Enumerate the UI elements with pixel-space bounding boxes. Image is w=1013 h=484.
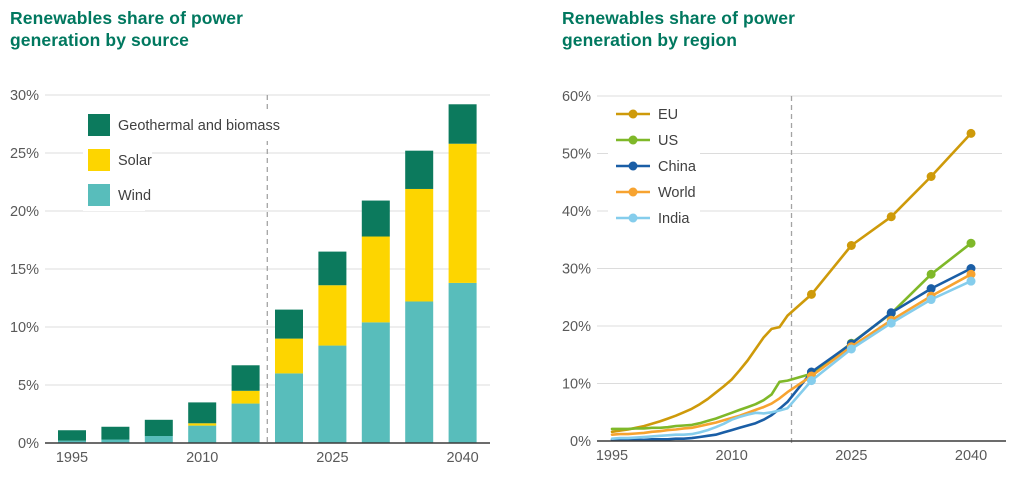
y-tick-label: 20% bbox=[562, 319, 591, 335]
bar-segment-geothermal-and-biomass bbox=[275, 309, 303, 339]
bar-segment-geothermal-and-biomass bbox=[188, 402, 217, 424]
y-tick-label: 50% bbox=[562, 147, 591, 163]
data-point-marker-india bbox=[806, 376, 816, 386]
bar-segment-wind bbox=[405, 301, 434, 443]
series-line-eu bbox=[610, 132, 973, 434]
legend-label-eu: EU bbox=[658, 107, 678, 123]
bar-segment-geothermal-and-biomass bbox=[231, 365, 260, 391]
data-point-marker-eu bbox=[966, 128, 976, 138]
x-tick-label: 2010 bbox=[716, 448, 748, 464]
legend-marker-india bbox=[628, 213, 638, 223]
bar-segment-solar bbox=[231, 390, 260, 404]
data-point-marker-eu bbox=[926, 172, 936, 181]
legend-label-wind: Wind bbox=[118, 188, 151, 204]
bar-segment-wind bbox=[448, 282, 477, 443]
legend-label-china: China bbox=[658, 159, 697, 175]
right-chart-title: Renewables share of power generation by … bbox=[562, 8, 795, 50]
bar-segment-geothermal-and-biomass bbox=[361, 200, 390, 237]
data-point-marker-eu bbox=[846, 241, 856, 250]
y-tick-label: 30% bbox=[10, 88, 39, 104]
legend-label-us: US bbox=[658, 133, 678, 149]
legend-bg bbox=[83, 109, 271, 141]
x-tick-label: 2025 bbox=[835, 448, 867, 464]
series-line-us bbox=[610, 241, 973, 431]
series-line-china bbox=[610, 267, 973, 442]
legend-swatch-wind bbox=[88, 184, 110, 206]
bar-segment-geothermal-and-biomass bbox=[448, 104, 477, 144]
x-tick-label: 2025 bbox=[316, 450, 348, 466]
bar-segment-wind bbox=[188, 425, 217, 443]
x-tick-label: 2040 bbox=[955, 448, 987, 464]
bar-chart: Geothermal and biomass Solar Wind 0% 5% 10% 15… bbox=[10, 88, 490, 466]
bar-segment-geothermal-and-biomass bbox=[101, 426, 130, 440]
legend-marker-eu bbox=[628, 109, 638, 119]
data-point-marker-india bbox=[926, 295, 936, 305]
x-tick-label: 1995 bbox=[56, 450, 88, 466]
bar-segment-wind bbox=[101, 439, 130, 443]
bar-segment-wind bbox=[275, 373, 303, 443]
y-tick-label: 40% bbox=[562, 204, 591, 220]
bar-segment-wind bbox=[144, 436, 173, 443]
line-chart: EU US China World India 0% 10% 20% 30% 40% 50% 60% 1… bbox=[562, 89, 1006, 464]
bar-segment-solar bbox=[361, 236, 390, 323]
legend-swatch-geothermal-and-biomass bbox=[88, 114, 110, 136]
x-tick-label: 2040 bbox=[446, 450, 478, 466]
y-tick-label: 20% bbox=[10, 204, 39, 220]
y-tick-label: 0% bbox=[570, 434, 591, 450]
data-point-marker-eu bbox=[886, 212, 896, 222]
y-tick-label: 15% bbox=[10, 262, 39, 278]
y-tick-label: 5% bbox=[18, 378, 39, 394]
bar-segment-geothermal-and-biomass bbox=[318, 251, 347, 286]
y-tick-label: 10% bbox=[10, 320, 39, 336]
bar-segment-wind bbox=[58, 440, 86, 443]
series-line-india bbox=[610, 279, 973, 440]
x-tick-label: 1995 bbox=[596, 448, 628, 464]
series-line-world bbox=[610, 273, 973, 436]
bar-segment-geothermal-and-biomass bbox=[58, 430, 86, 441]
legend-swatch-solar bbox=[88, 149, 110, 171]
legend-label-india: India bbox=[658, 211, 690, 227]
bar-segment-solar bbox=[188, 423, 217, 426]
bar-segment-solar bbox=[405, 188, 434, 302]
data-point-marker-us bbox=[926, 269, 936, 279]
data-point-marker-eu bbox=[806, 289, 816, 299]
bar-segment-solar bbox=[448, 143, 477, 283]
data-point-marker-india bbox=[886, 318, 896, 328]
data-point-marker-china bbox=[926, 284, 936, 294]
bar-segment-wind bbox=[361, 322, 390, 443]
bar-segment-solar bbox=[318, 285, 347, 346]
data-point-marker-china bbox=[886, 308, 896, 318]
bar-segment-solar bbox=[275, 338, 303, 374]
left-chart-title: Renewables share of power generation by … bbox=[10, 8, 243, 50]
data-point-marker-india bbox=[966, 276, 976, 286]
y-tick-label: 25% bbox=[10, 146, 39, 162]
bar-segment-wind bbox=[231, 403, 260, 443]
bar-segment-geothermal-and-biomass bbox=[144, 419, 173, 437]
legend-label-world: World bbox=[658, 185, 696, 201]
y-tick-label: 10% bbox=[562, 377, 591, 393]
legend-label-solar: Solar bbox=[118, 153, 152, 169]
bar-segment-geothermal-and-biomass bbox=[405, 150, 434, 189]
data-point-marker-us bbox=[966, 238, 976, 248]
y-tick-label: 30% bbox=[562, 262, 591, 278]
data-point-marker-world bbox=[966, 269, 976, 279]
legend-marker-china bbox=[628, 161, 638, 171]
y-tick-label: 0% bbox=[18, 436, 39, 452]
bar-segment-wind bbox=[318, 345, 347, 443]
legend-marker-us bbox=[628, 135, 638, 145]
y-tick-label: 60% bbox=[562, 89, 591, 105]
data-point-marker-india bbox=[846, 344, 856, 354]
x-tick-label: 2010 bbox=[186, 450, 218, 466]
legend-label-geothermal-and-biomass: Geothermal and biomass bbox=[118, 118, 280, 134]
legend-marker-world bbox=[628, 187, 638, 197]
